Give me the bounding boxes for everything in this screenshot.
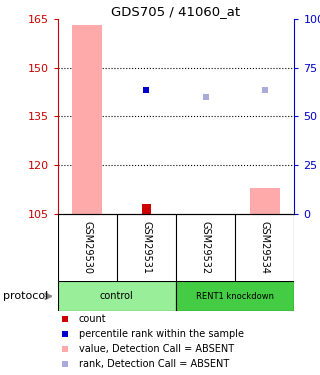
Text: GSM29534: GSM29534 <box>260 221 270 274</box>
Text: GSM29530: GSM29530 <box>82 221 92 274</box>
Bar <box>176 281 294 311</box>
Bar <box>58 281 176 311</box>
Text: GSM29532: GSM29532 <box>201 221 211 274</box>
Text: GSM29531: GSM29531 <box>141 221 151 274</box>
Bar <box>142 204 151 214</box>
Text: rank, Detection Call = ABSENT: rank, Detection Call = ABSENT <box>79 359 229 369</box>
Text: control: control <box>100 291 134 301</box>
Text: count: count <box>79 314 107 324</box>
Text: RENT1 knockdown: RENT1 knockdown <box>196 292 274 301</box>
Text: value, Detection Call = ABSENT: value, Detection Call = ABSENT <box>79 344 234 354</box>
Title: GDS705 / 41060_at: GDS705 / 41060_at <box>111 4 241 18</box>
Bar <box>72 25 102 214</box>
Bar <box>250 188 280 214</box>
Text: protocol: protocol <box>3 291 48 301</box>
Text: percentile rank within the sample: percentile rank within the sample <box>79 329 244 339</box>
